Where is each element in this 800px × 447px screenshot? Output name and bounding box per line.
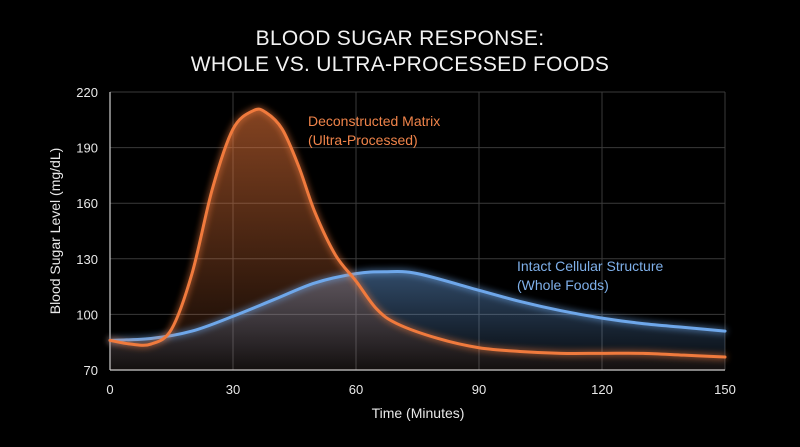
orange-series-line (108, 107, 727, 359)
blue-series-label-line-2: (Whole Foods) (517, 277, 609, 293)
chart-title-line-2: WHOLE VS. ULTRA-PROCESSED FOODS (191, 53, 609, 76)
x-tick-label: 150 (714, 382, 736, 397)
x-axis-label: Time (Minutes) (372, 405, 465, 421)
chart-title-line-1: BLOOD SUGAR RESPONSE: (256, 27, 545, 50)
y-tick-label: 190 (76, 141, 98, 156)
y-tick-label: 70 (84, 363, 98, 378)
x-tick-label: 60 (349, 382, 363, 397)
x-tick-label: 90 (472, 382, 486, 397)
y-axis-label: Blood Sugar Level (mg/dL) (47, 148, 63, 315)
y-tick-label: 100 (76, 307, 98, 322)
tick-labels: 0 30 60 90 120 150 70 100 130 160 190 220 (76, 85, 736, 397)
x-tick-label: 120 (591, 382, 613, 397)
y-tick-label: 130 (76, 252, 98, 267)
series-lines (108, 107, 727, 359)
x-tick-label: 30 (226, 382, 240, 397)
y-tick-label: 160 (76, 196, 98, 211)
y-tick-label: 220 (76, 85, 98, 100)
x-tick-label: 0 (106, 382, 113, 397)
orange-series-label-line-2: (Ultra-Processed) (308, 132, 418, 148)
blue-series-label-line-1: Intact Cellular Structure (517, 258, 663, 274)
orange-series-label-line-1: Deconstructed Matrix (308, 113, 440, 129)
blue-series-line (108, 270, 727, 342)
